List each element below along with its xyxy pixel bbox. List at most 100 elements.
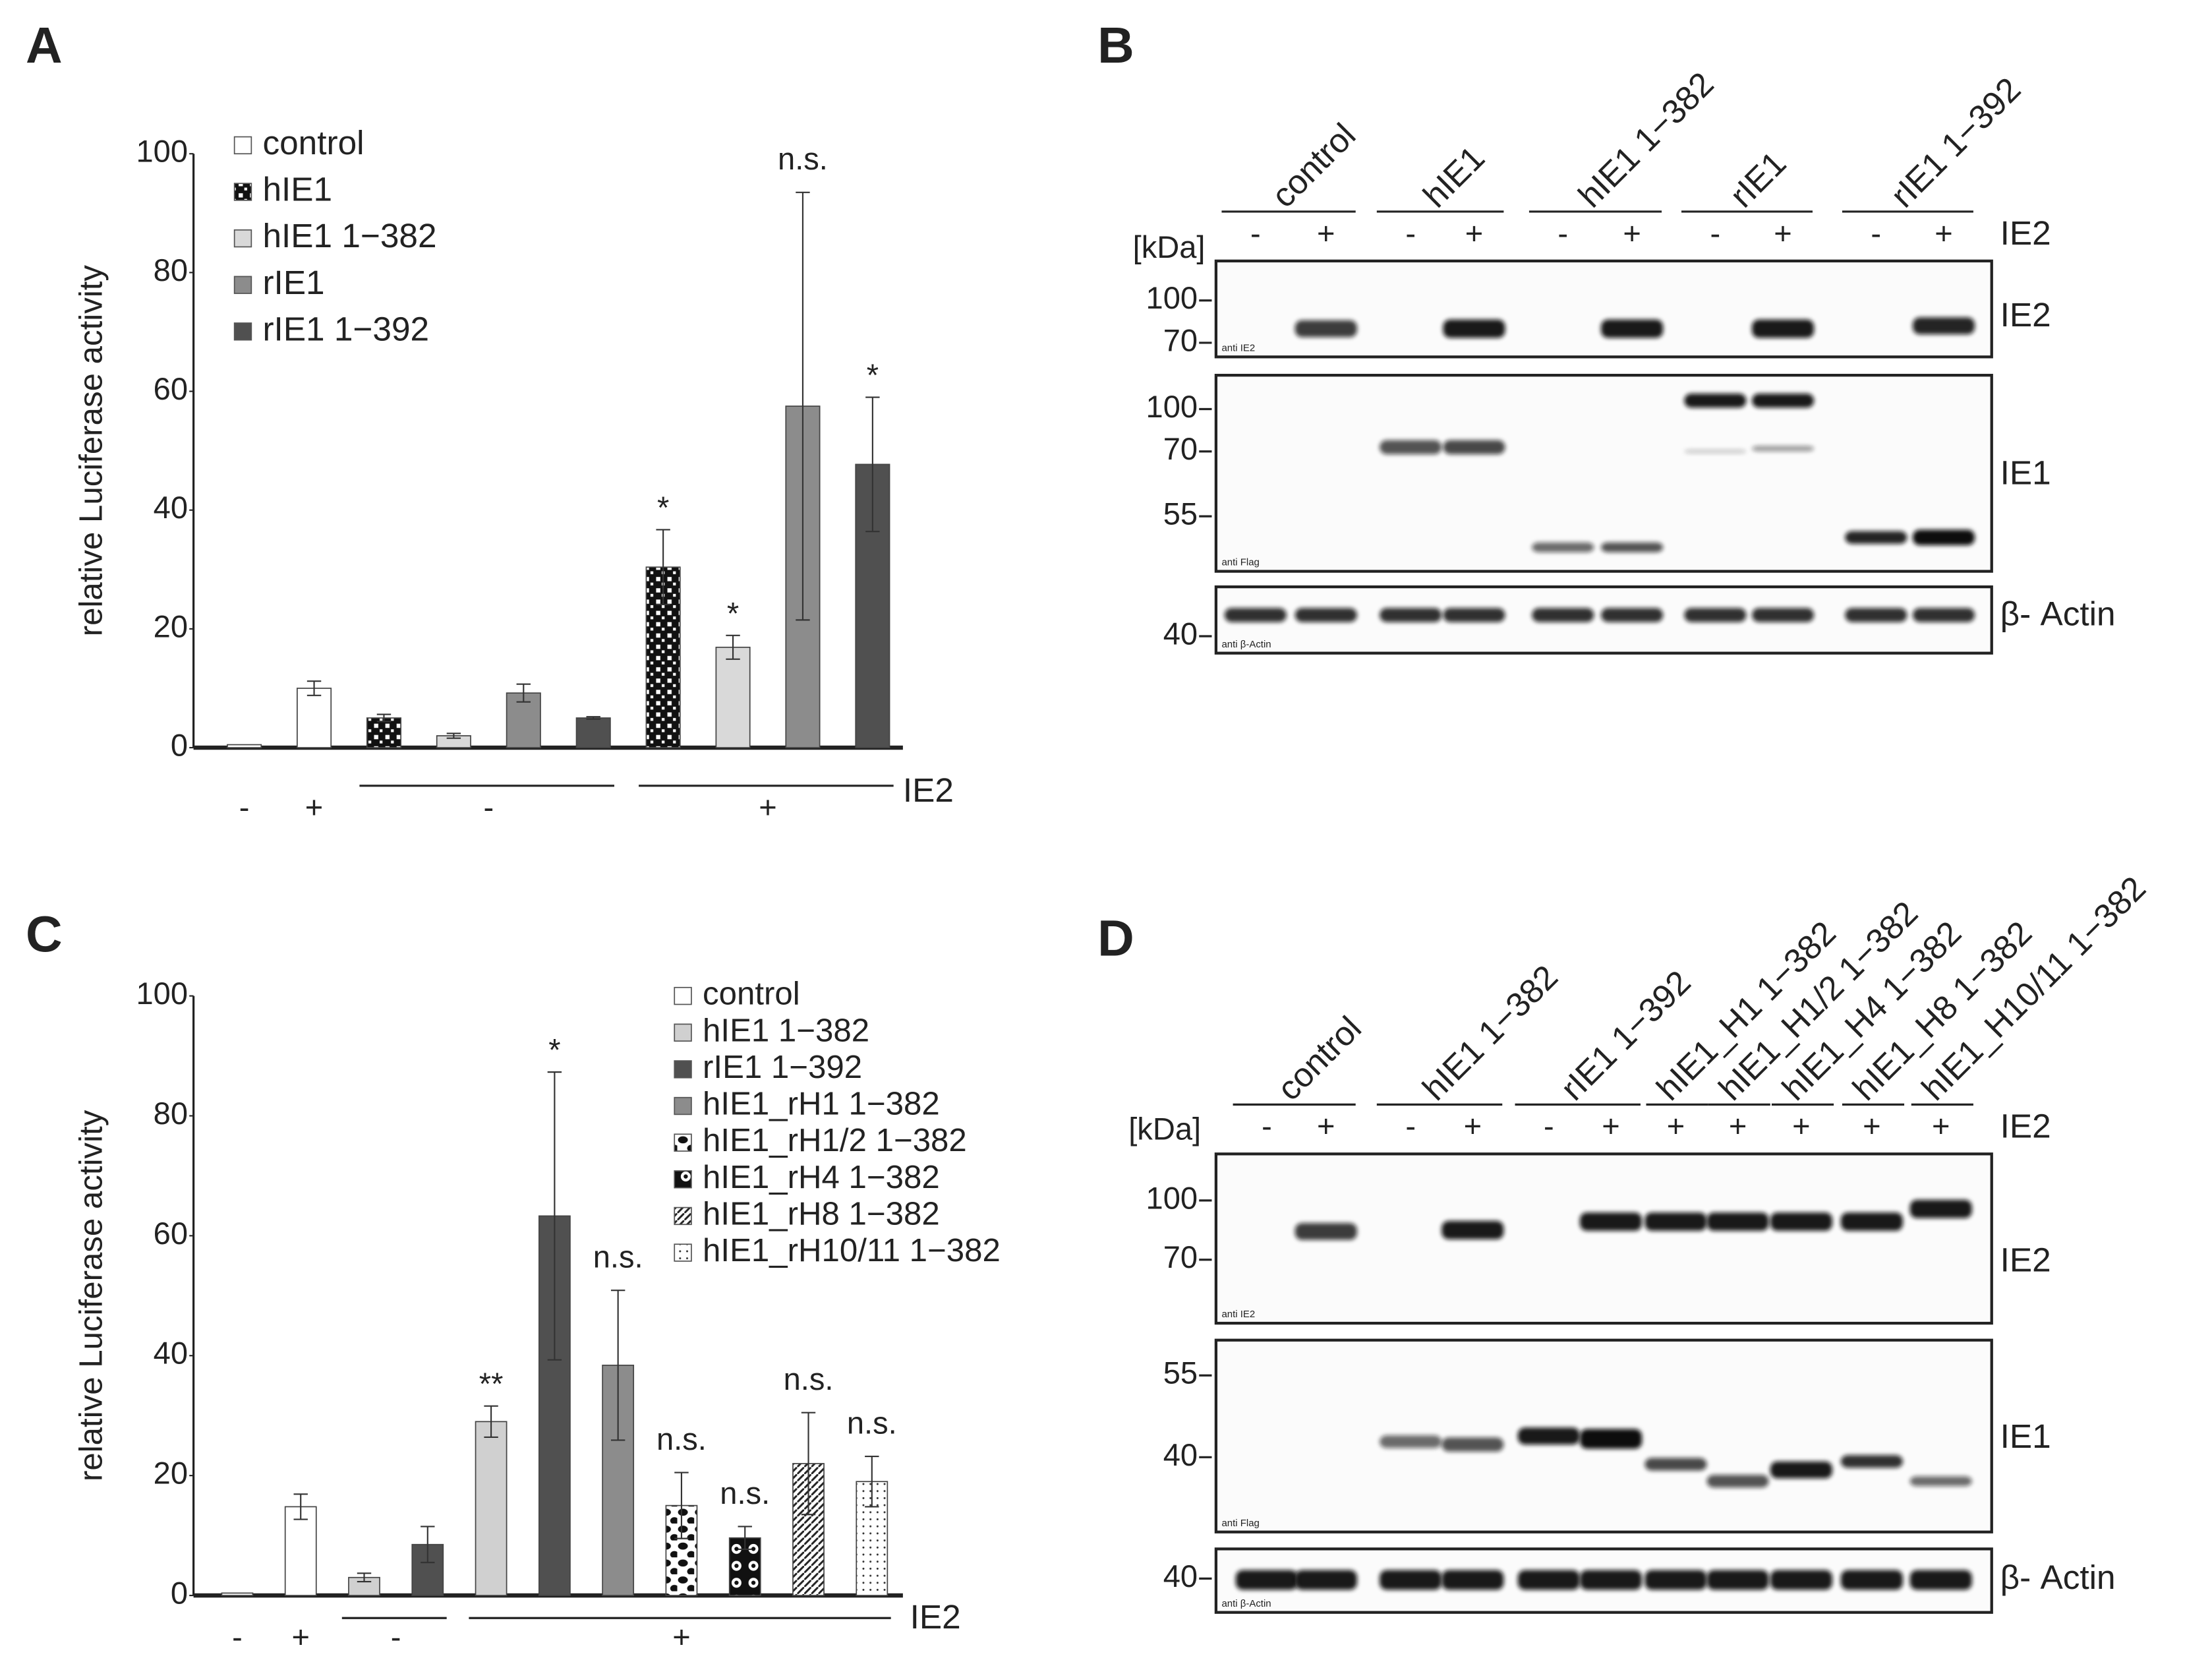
significance-label: n.s.	[847, 1405, 897, 1440]
band	[1751, 393, 1815, 408]
band	[1380, 608, 1442, 622]
legend-swatch	[233, 136, 252, 155]
band	[1601, 319, 1664, 338]
y-tick-label: 20	[154, 609, 188, 643]
y-tick-label: 100	[136, 976, 189, 1011]
lane-group-label: control	[1270, 1009, 1368, 1108]
band	[1295, 320, 1357, 338]
lane-sign: +	[1623, 216, 1641, 251]
lane-group-label: hIE1 1−382	[1415, 958, 1565, 1108]
lane-group-label: rIE1 1−392	[1884, 71, 2028, 215]
lane-sign: -	[1405, 1108, 1416, 1143]
significance-label: *	[548, 1032, 560, 1067]
band	[1912, 529, 1975, 545]
lane-group-label: rIE1	[1723, 144, 1793, 215]
bar	[227, 744, 262, 748]
membrane-label: IE2	[2000, 1241, 2051, 1279]
legend-swatch	[674, 986, 692, 1005]
significance-label: n.s.	[720, 1475, 770, 1510]
legend-swatch	[674, 1243, 692, 1262]
y-tick-label: 60	[154, 371, 188, 406]
legend-swatch	[233, 322, 252, 341]
lane-sign: -	[1544, 1108, 1554, 1143]
legend-label: hIE1_rH1/2 1−382	[703, 1122, 967, 1158]
lane-group-label: hIE1	[1416, 138, 1492, 214]
band	[1644, 1212, 1707, 1231]
band	[1909, 1570, 1972, 1590]
y-tick-label: 80	[154, 1096, 188, 1131]
marker-label: 100	[1146, 1180, 1198, 1215]
error-bar	[421, 1526, 435, 1564]
band	[1684, 449, 1747, 454]
band	[1601, 542, 1664, 552]
legend-label: hIE1_rH4 1−382	[703, 1159, 940, 1195]
band	[1441, 1437, 1504, 1452]
sign-label: IE2	[2000, 214, 2051, 252]
unit-label: [kDa]	[1133, 229, 1206, 264]
band	[1845, 531, 1907, 544]
error-bar	[610, 1290, 626, 1441]
lane-sign: +	[1792, 1108, 1810, 1143]
legend-label: rIE1 1−392	[262, 310, 429, 347]
y-tick-label: 80	[154, 253, 188, 287]
group-axis-label: IE2	[910, 1598, 961, 1636]
antibody-label: anti IE2	[1221, 342, 1255, 353]
marker-label: 100	[1146, 280, 1198, 315]
legend-label: hIE1	[262, 171, 332, 208]
lane-sign: -	[1871, 216, 1881, 251]
band	[1295, 1223, 1357, 1240]
group-label: +	[291, 1619, 309, 1654]
y-tick-label: 60	[154, 1216, 188, 1251]
marker-label: 100	[1146, 389, 1198, 424]
lane-sign: +	[1774, 216, 1791, 251]
band	[1295, 608, 1357, 622]
y-tick-label: 100	[136, 134, 189, 169]
lane-sign: -	[1262, 1108, 1272, 1143]
error-bar	[801, 1412, 816, 1516]
significance-label: *	[727, 595, 739, 630]
significance-label: **	[479, 1366, 504, 1401]
lane-sign: +	[1667, 1108, 1685, 1143]
marker-label: 70	[1163, 322, 1198, 357]
membrane-label: β- Actin	[2000, 595, 2116, 633]
group-label: -	[391, 1619, 401, 1654]
marker-label: 70	[1163, 431, 1198, 466]
lane-group-label: hIE1 1−382	[1571, 65, 1721, 214]
y-tick-label: 40	[154, 490, 188, 525]
legend-label: control	[262, 124, 364, 162]
group-axis-label: IE2	[903, 771, 954, 809]
band	[1751, 319, 1815, 338]
membrane	[1214, 259, 1993, 359]
marker-label: 70	[1163, 1239, 1198, 1274]
legend-label: hIE1_rH8 1−382	[703, 1195, 940, 1232]
membrane-label: IE1	[2000, 1417, 2051, 1455]
error-bar	[484, 1405, 498, 1439]
group-label: -	[239, 790, 250, 825]
lane-sign: -	[1250, 216, 1261, 251]
significance-label: n.s.	[656, 1421, 707, 1456]
band	[1224, 608, 1287, 622]
error-bar	[865, 396, 880, 533]
legend-label: hIE1 1−382	[262, 217, 436, 254]
band	[1441, 1570, 1504, 1590]
legend-swatch	[674, 1060, 692, 1079]
error-bar	[357, 1572, 372, 1583]
panel-label: B	[1097, 17, 1134, 74]
legend-swatch	[233, 229, 252, 248]
band	[1443, 319, 1505, 338]
significance-label: n.s.	[593, 1239, 643, 1274]
legend-label: hIE1 1−382	[703, 1012, 869, 1048]
error-bar	[674, 1472, 689, 1539]
marker-label: 40	[1163, 1559, 1198, 1593]
band	[1706, 1570, 1769, 1590]
band	[1912, 317, 1975, 335]
significance-label: *	[657, 490, 669, 525]
lane-sign: +	[1464, 1108, 1482, 1143]
error-bar	[726, 634, 740, 660]
band	[1235, 1570, 1298, 1590]
error-bar	[796, 191, 810, 621]
bar	[575, 717, 611, 748]
legend-swatch	[233, 183, 252, 201]
band	[1751, 446, 1815, 452]
